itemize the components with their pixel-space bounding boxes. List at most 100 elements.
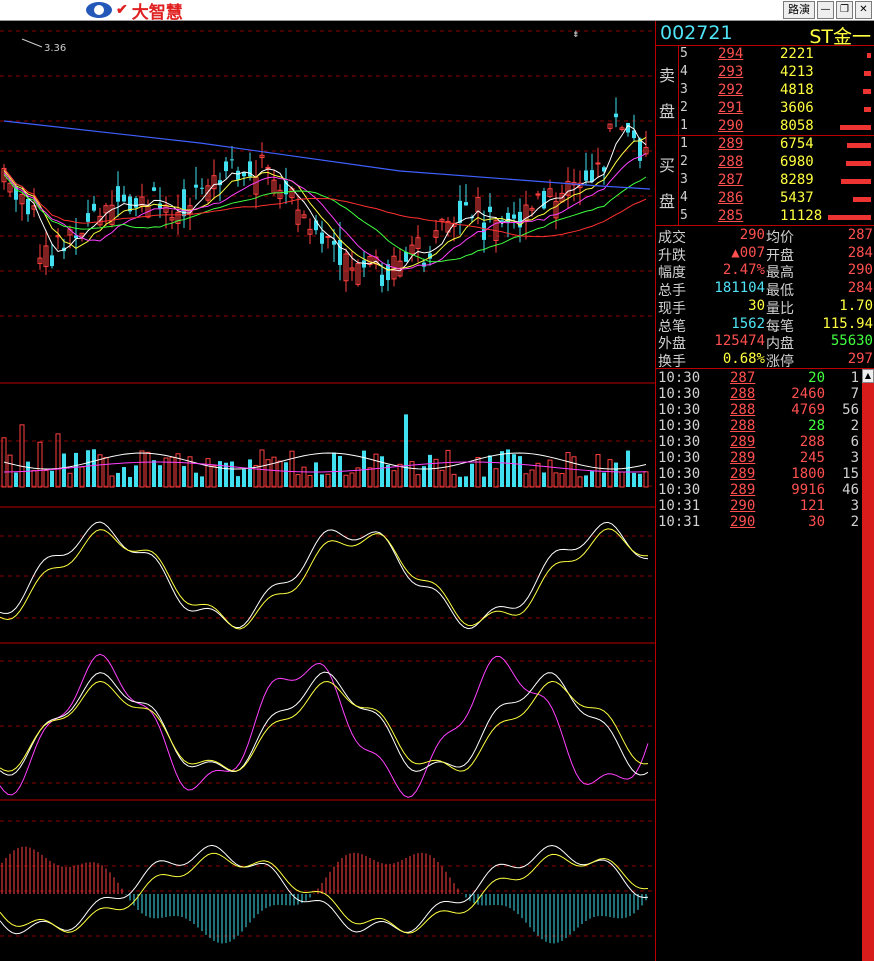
scroll-up-icon[interactable]: ▲: [862, 369, 874, 383]
candle-body: [320, 232, 324, 244]
roadshow-button[interactable]: 路演: [783, 1, 815, 19]
volume-bar: [74, 452, 78, 487]
stat-label: 最高: [766, 265, 794, 282]
tick-scrollbar[interactable]: ▲: [862, 369, 874, 961]
sell-price[interactable]: 293: [718, 64, 744, 80]
stat-label: 量比: [766, 300, 794, 317]
tick-time: 10:30: [658, 482, 701, 498]
buy-row[interactable]: 3 287 8289: [678, 171, 874, 189]
tick-volume: 28: [808, 418, 825, 434]
tick-price: 289: [730, 450, 756, 466]
tick-price: 288: [730, 402, 756, 418]
buy-price[interactable]: 287: [718, 172, 744, 188]
sell-row[interactable]: 3 292 4818: [678, 81, 874, 99]
volume-bar: [571, 456, 577, 488]
tick-row[interactable]: 10:30 287 20 1: [656, 370, 861, 386]
minimize-icon[interactable]: —: [817, 1, 834, 19]
buy-row[interactable]: 5 285 11128: [678, 207, 874, 225]
tick-row[interactable]: 10:30 288 2460 7: [656, 386, 861, 402]
close-icon[interactable]: ✕: [855, 1, 872, 19]
stock-header: 002721 ST金一: [656, 21, 874, 48]
buy-price[interactable]: 286: [718, 190, 744, 206]
volume-bar: [194, 472, 198, 487]
volume-bar: [362, 450, 366, 487]
tick-count: 7: [850, 386, 859, 402]
sell-level: 4: [680, 64, 688, 79]
volume-bar: [409, 461, 415, 488]
sell-level: 1: [680, 118, 688, 133]
candle-body: [26, 198, 30, 215]
sell-row[interactable]: 1 290 8058: [678, 117, 874, 135]
candle-body: [169, 217, 175, 221]
volume-bar: [37, 441, 43, 488]
sell-price[interactable]: 292: [718, 82, 744, 98]
tick-volume: 2460: [791, 386, 825, 402]
candle-body: [512, 214, 516, 219]
candle-body: [632, 130, 636, 139]
volume-bar: [404, 414, 408, 487]
buy-row[interactable]: 2 288 6980: [678, 153, 874, 171]
candle-body: [14, 187, 18, 200]
volume-bar: [482, 476, 486, 487]
volume-bar: [103, 456, 109, 488]
stat-label: 总手: [658, 283, 686, 300]
tick-volume: 30: [808, 514, 825, 530]
sell-row[interactable]: 4 293 4213: [678, 63, 874, 81]
volume-bar: [122, 467, 126, 487]
tick-row[interactable]: 10:30 289 9916 46: [656, 482, 861, 498]
tick-row[interactable]: 10:30 289 1800 15: [656, 466, 861, 482]
buy-price[interactable]: 288: [718, 154, 744, 170]
volume-bar: [602, 472, 606, 487]
volume-bar: [218, 461, 222, 487]
tick-count: 56: [842, 402, 859, 418]
volume-bar: [187, 456, 193, 488]
buy-row[interactable]: 4 286 5437: [678, 189, 874, 207]
buy-price[interactable]: 289: [718, 136, 744, 152]
volume-bar: [332, 452, 336, 487]
candle-body: [97, 215, 103, 226]
tick-time: 10:31: [658, 514, 701, 530]
tick-row[interactable]: 10:31 290 121 3: [656, 498, 861, 514]
ma-line: [3, 137, 647, 271]
candle-body: [277, 189, 283, 200]
candle-body: [116, 186, 120, 202]
candle-body: [301, 214, 307, 219]
volume-bar: [506, 449, 510, 487]
tick-row[interactable]: 10:30 289 288 6: [656, 434, 861, 450]
volume-bar: [158, 465, 162, 487]
tick-row[interactable]: 10:31 290 30 2: [656, 514, 861, 530]
candle-body: [343, 253, 349, 282]
buy-row[interactable]: 1 289 6754: [678, 135, 874, 153]
restore-icon[interactable]: ❐: [836, 1, 853, 19]
volume-bar: [211, 465, 217, 488]
sell-price[interactable]: 291: [718, 100, 744, 116]
buy-price[interactable]: 285: [718, 208, 744, 224]
tick-row[interactable]: 10:30 288 4769 56: [656, 402, 861, 418]
tick-list[interactable]: 10:30 287 20 1 10:30 288 2460 7 10:30 288 4769 56 10…: [656, 369, 861, 569]
stat-value: 181104: [714, 280, 765, 297]
tick-count: 2: [850, 418, 859, 434]
buy-volume: 5437: [780, 190, 814, 206]
kline-chart-area[interactable]: 3.36 ⇟: [0, 21, 655, 961]
sell-price[interactable]: 294: [718, 46, 744, 62]
tick-price: 290: [730, 498, 756, 514]
macd-line: [0, 844, 649, 935]
volume-bar: [415, 474, 421, 488]
sell-row[interactable]: 2 291 3606: [678, 99, 874, 117]
tick-time: 10:30: [658, 418, 701, 434]
ma-line: [3, 168, 647, 238]
candle-body: [200, 187, 204, 189]
volume-bar: [109, 475, 115, 488]
kline-chart[interactable]: 3.36 ⇟: [0, 21, 655, 961]
sell-volume-bar: [867, 53, 871, 58]
sell-price[interactable]: 290: [718, 118, 744, 134]
tick-row[interactable]: 10:30 288 28 2: [656, 418, 861, 434]
candle-body: [380, 274, 384, 286]
sell-row[interactable]: 5 294 2221: [678, 45, 874, 63]
tick-row[interactable]: 10:30 289 245 3: [656, 450, 861, 466]
candle-body: [386, 264, 390, 281]
volume-bar: [380, 456, 384, 487]
volume-bar: [638, 473, 642, 487]
volume-bar: [500, 451, 504, 487]
candle-body: [458, 200, 462, 223]
